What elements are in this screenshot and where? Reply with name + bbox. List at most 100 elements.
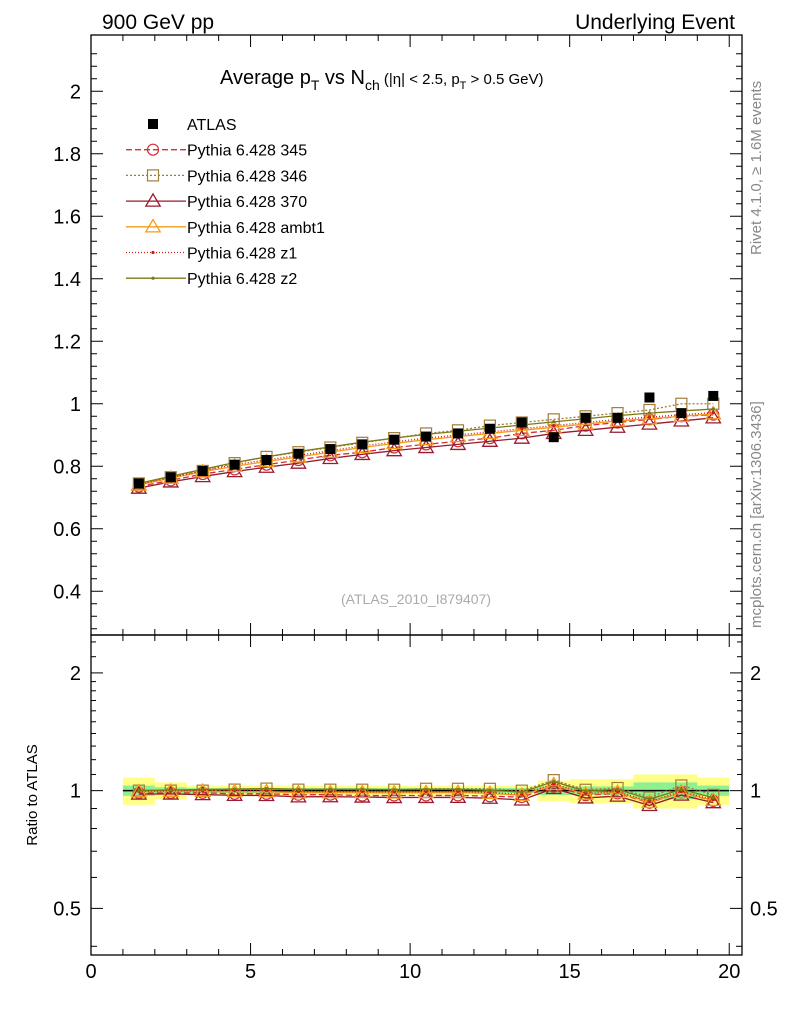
series-point-ratio [641, 793, 658, 809]
atlas-data-point [197, 465, 208, 476]
series-point-ratio [417, 784, 435, 799]
y-tick-label: 0.4 [53, 581, 81, 603]
series-point-ratio [584, 789, 588, 793]
series-point-ratio [609, 783, 626, 799]
side-mcplots-text: mcplots.cern.ch [arXiv:1306.3436] [748, 401, 765, 628]
y-tick-label: 0.6 [53, 519, 81, 541]
series-point-main [643, 403, 656, 417]
legend: ATLAS Pythia 6.428 345 Pythia 6.428 346 Pyt… [126, 117, 325, 288]
series-point-ratio [226, 786, 243, 802]
series-line-main [138, 403, 714, 485]
series-point-ratio [360, 790, 364, 794]
legend-label: Pythia 6.428 ambt1 [187, 220, 325, 237]
header-right: Underlying Event [575, 11, 735, 34]
x-tick-label: 0 [85, 961, 96, 983]
series-point-main [711, 410, 715, 415]
series-point-ratio [201, 787, 205, 792]
series-point-ratio [353, 788, 371, 803]
ratio-y-tick-label-right: 1 [750, 781, 761, 803]
series-point-ratio [547, 774, 560, 787]
series-point-ratio [449, 788, 467, 804]
legend-marker [151, 250, 155, 255]
series-point-ratio [704, 794, 722, 809]
series-point-main [385, 442, 403, 457]
series-point-ratio [456, 789, 460, 794]
series-point-ratio [647, 797, 652, 801]
series-point-ratio [130, 785, 148, 800]
series-point-ratio [194, 786, 212, 801]
series-point-ratio [647, 799, 652, 804]
series-point-ratio [169, 788, 173, 792]
atlas-data-point [516, 417, 527, 428]
series-point-ratio [577, 789, 594, 804]
ratio-y-tick-label: 1 [70, 781, 81, 803]
series-point-ratio [424, 787, 428, 791]
series-point-ratio [545, 776, 563, 791]
series-point-main [520, 427, 524, 431]
legend-marker [146, 143, 160, 156]
series-point-ratio [641, 796, 658, 812]
series-point-ratio [258, 783, 275, 798]
legend-label: Pythia 6.428 346 [187, 168, 307, 185]
atlas-data-layer [133, 390, 719, 489]
title-cut-a: (|η| < 2.5, p [380, 71, 460, 88]
x-tick-label: 20 [718, 961, 740, 983]
ratio-y-tick-label: 2 [70, 663, 81, 685]
x-tick-label: 10 [399, 961, 421, 983]
series-point-ratio [545, 779, 563, 795]
title-main-sub: T [311, 77, 320, 93]
series-point-ratio [258, 786, 275, 802]
series-point-main [641, 410, 658, 425]
legend-label: Pythia 6.428 370 [187, 194, 307, 211]
series-point-ratio [392, 790, 396, 794]
series-point-ratio [328, 787, 332, 791]
atlas-data-point [165, 472, 176, 483]
series-point-ratio [264, 786, 269, 791]
series-point-main [552, 420, 556, 424]
series-point-ratio [513, 791, 531, 806]
atlas-data-point [261, 455, 272, 465]
series-point-main [711, 407, 715, 411]
atlas-data-point [293, 448, 304, 459]
title-mid-sub: ch [365, 77, 380, 93]
series-point-ratio [322, 788, 339, 803]
series-point-ratio [392, 788, 396, 792]
legend-marker [144, 218, 162, 233]
series-point-ratio [137, 789, 141, 793]
y-tick-label: 1 [70, 394, 81, 416]
x-tick-label: 15 [559, 961, 581, 983]
series-point-main [226, 463, 243, 478]
chart-title: Average pT vs Nch (|η| < 2.5, pT > 0.5 G… [220, 67, 544, 93]
y-tick-label: 1.4 [53, 269, 81, 291]
series-point-ratio [290, 788, 307, 803]
series-point-ratio [520, 790, 524, 794]
atlas-data-point [133, 478, 144, 489]
legend-marker-atlas [148, 119, 158, 129]
series-point-ratio [704, 791, 722, 807]
legend-marker [146, 169, 160, 182]
atlas-data-point [612, 412, 623, 423]
series-point-ratio [385, 789, 403, 804]
series-point-ratio [611, 781, 624, 795]
series-point-ratio [488, 788, 492, 792]
series-point-main [704, 409, 722, 424]
series-line-main [138, 414, 714, 488]
atlas-data-point [484, 423, 495, 434]
series-point-ratio [296, 790, 301, 794]
series-point-main [513, 421, 531, 437]
atlas-data-point [389, 434, 400, 445]
series-point-ratio [481, 789, 499, 804]
series-point-ratio [609, 787, 626, 802]
series-point-ratio [673, 783, 690, 799]
title-cut-b: > 0.5 GeV) [466, 71, 543, 88]
atlas-data-point [229, 459, 240, 470]
series-point-main [417, 439, 435, 454]
series-point-ratio [711, 796, 715, 800]
series-point-ratio [233, 787, 237, 791]
series-point-ratio [488, 790, 492, 795]
x-tick-label: 5 [245, 961, 256, 983]
legend-label-atlas: ATLAS [187, 117, 237, 134]
ratio-y-tick-label-right: 0.5 [750, 898, 778, 920]
series-point-main [449, 435, 467, 451]
